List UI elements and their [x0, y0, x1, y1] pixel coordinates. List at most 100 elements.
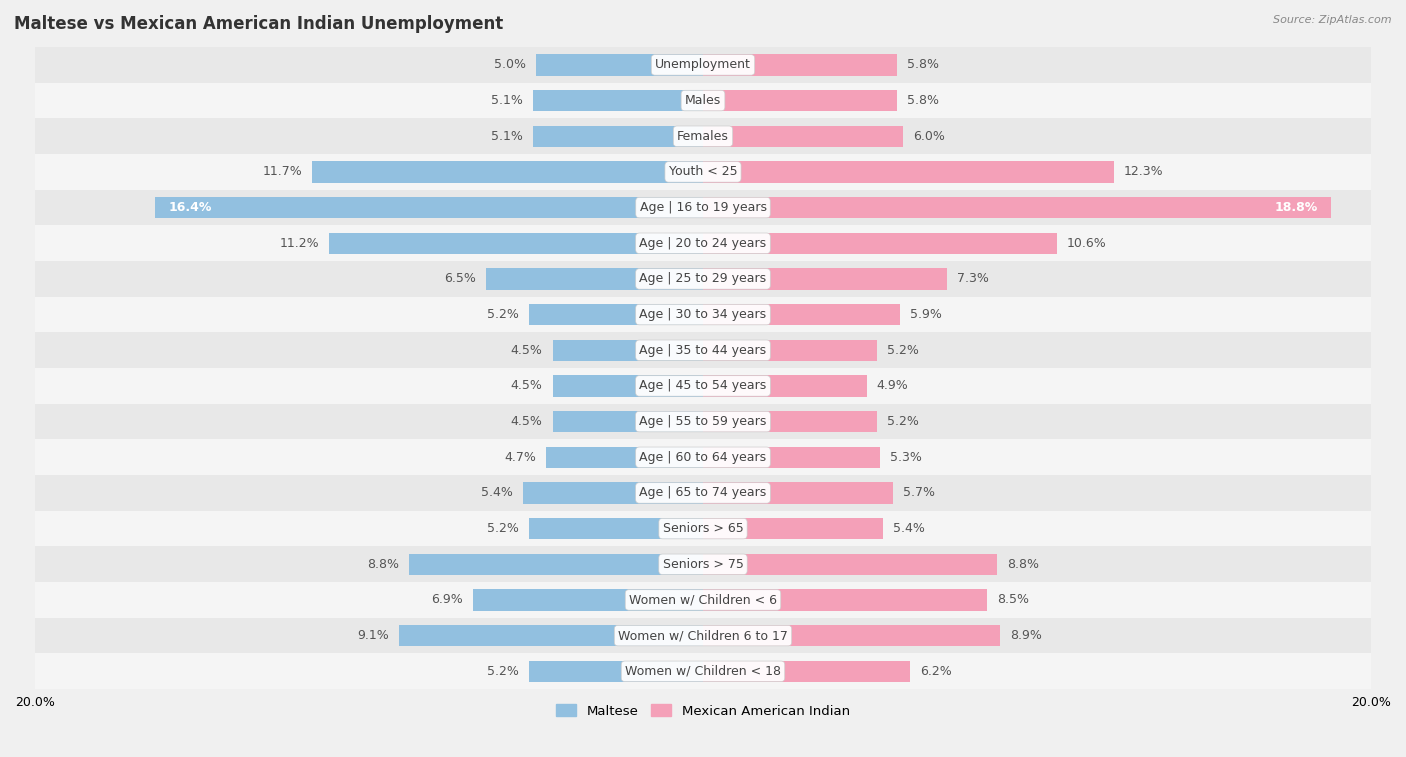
Bar	[35, 511, 1371, 547]
Text: 6.0%: 6.0%	[914, 129, 945, 143]
Text: Age | 25 to 29 years: Age | 25 to 29 years	[640, 273, 766, 285]
Text: 5.3%: 5.3%	[890, 450, 922, 464]
Text: 5.8%: 5.8%	[907, 94, 939, 107]
Bar	[703, 375, 866, 397]
Text: 5.8%: 5.8%	[907, 58, 939, 71]
Text: Age | 65 to 74 years: Age | 65 to 74 years	[640, 487, 766, 500]
Text: Age | 45 to 54 years: Age | 45 to 54 years	[640, 379, 766, 392]
Bar	[35, 475, 1371, 511]
Bar	[409, 553, 703, 575]
Bar	[703, 304, 900, 326]
Bar	[35, 547, 1371, 582]
Bar	[533, 126, 703, 147]
Bar	[533, 90, 703, 111]
Text: 8.5%: 8.5%	[997, 593, 1029, 606]
Text: Unemployment: Unemployment	[655, 58, 751, 71]
Bar	[703, 268, 946, 290]
Text: 8.8%: 8.8%	[367, 558, 399, 571]
Bar	[703, 232, 1057, 254]
Bar	[703, 447, 880, 468]
Bar	[312, 161, 703, 182]
Bar	[529, 304, 703, 326]
Text: Females: Females	[678, 129, 728, 143]
Bar	[486, 268, 703, 290]
Bar	[536, 55, 703, 76]
Text: 6.2%: 6.2%	[920, 665, 952, 678]
Text: Males: Males	[685, 94, 721, 107]
Text: 5.0%: 5.0%	[494, 58, 526, 71]
Text: 11.7%: 11.7%	[263, 166, 302, 179]
Text: 10.6%: 10.6%	[1067, 237, 1107, 250]
Bar	[35, 368, 1371, 403]
Text: 4.9%: 4.9%	[877, 379, 908, 392]
Text: 5.4%: 5.4%	[893, 522, 925, 535]
Text: 5.2%: 5.2%	[488, 522, 519, 535]
Bar	[35, 118, 1371, 154]
Text: 4.7%: 4.7%	[505, 450, 536, 464]
Text: Women w/ Children 6 to 17: Women w/ Children 6 to 17	[619, 629, 787, 642]
Bar	[35, 154, 1371, 190]
Text: 7.3%: 7.3%	[957, 273, 988, 285]
Bar	[703, 553, 997, 575]
Text: Age | 16 to 19 years: Age | 16 to 19 years	[640, 201, 766, 214]
Text: Women w/ Children < 18: Women w/ Children < 18	[626, 665, 780, 678]
Text: 8.9%: 8.9%	[1011, 629, 1042, 642]
Text: Age | 55 to 59 years: Age | 55 to 59 years	[640, 415, 766, 428]
Text: 6.5%: 6.5%	[444, 273, 475, 285]
Bar	[329, 232, 703, 254]
Text: 12.3%: 12.3%	[1123, 166, 1164, 179]
Bar	[523, 482, 703, 503]
Text: Maltese vs Mexican American Indian Unemployment: Maltese vs Mexican American Indian Unemp…	[14, 15, 503, 33]
Text: Seniors > 65: Seniors > 65	[662, 522, 744, 535]
Bar	[703, 340, 877, 361]
Bar	[35, 297, 1371, 332]
Bar	[703, 589, 987, 611]
Bar	[35, 403, 1371, 439]
Text: 18.8%: 18.8%	[1274, 201, 1317, 214]
Text: 5.9%: 5.9%	[910, 308, 942, 321]
Text: Age | 35 to 44 years: Age | 35 to 44 years	[640, 344, 766, 357]
Text: Age | 30 to 34 years: Age | 30 to 34 years	[640, 308, 766, 321]
Text: 8.8%: 8.8%	[1007, 558, 1039, 571]
Bar	[35, 226, 1371, 261]
Bar	[35, 582, 1371, 618]
Bar	[35, 332, 1371, 368]
Bar	[155, 197, 703, 218]
Bar	[35, 190, 1371, 226]
Text: 5.2%: 5.2%	[887, 344, 918, 357]
Bar	[553, 411, 703, 432]
Text: 5.2%: 5.2%	[488, 308, 519, 321]
Text: 5.1%: 5.1%	[491, 129, 523, 143]
Bar	[546, 447, 703, 468]
Bar	[703, 197, 1331, 218]
Bar	[399, 625, 703, 646]
Bar	[703, 661, 910, 682]
Bar	[553, 375, 703, 397]
Text: 5.2%: 5.2%	[887, 415, 918, 428]
Legend: Maltese, Mexican American Indian: Maltese, Mexican American Indian	[551, 699, 855, 723]
Text: 11.2%: 11.2%	[280, 237, 319, 250]
Bar	[35, 618, 1371, 653]
Text: Age | 60 to 64 years: Age | 60 to 64 years	[640, 450, 766, 464]
Text: Seniors > 75: Seniors > 75	[662, 558, 744, 571]
Text: 4.5%: 4.5%	[510, 379, 543, 392]
Text: 5.1%: 5.1%	[491, 94, 523, 107]
Bar	[529, 661, 703, 682]
Bar	[703, 625, 1000, 646]
Text: 5.2%: 5.2%	[488, 665, 519, 678]
Text: Age | 20 to 24 years: Age | 20 to 24 years	[640, 237, 766, 250]
Text: 6.9%: 6.9%	[430, 593, 463, 606]
Bar	[703, 55, 897, 76]
Text: Women w/ Children < 6: Women w/ Children < 6	[628, 593, 778, 606]
Bar	[553, 340, 703, 361]
Bar	[35, 261, 1371, 297]
Bar	[529, 518, 703, 539]
Bar	[703, 518, 883, 539]
Text: Youth < 25: Youth < 25	[669, 166, 737, 179]
Text: Source: ZipAtlas.com: Source: ZipAtlas.com	[1274, 15, 1392, 25]
Bar	[703, 90, 897, 111]
Bar	[472, 589, 703, 611]
Bar	[703, 126, 904, 147]
Text: 4.5%: 4.5%	[510, 415, 543, 428]
Text: 5.7%: 5.7%	[904, 487, 935, 500]
